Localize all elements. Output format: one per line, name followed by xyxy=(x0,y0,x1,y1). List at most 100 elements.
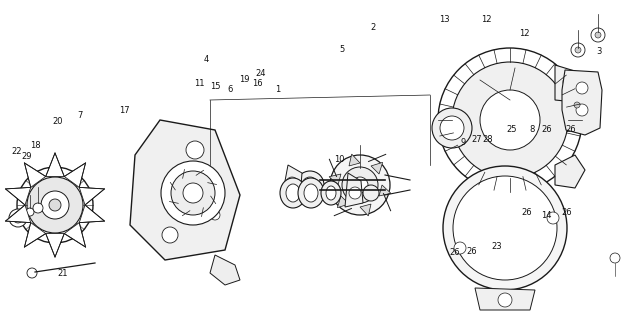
Text: 18: 18 xyxy=(29,141,41,150)
Circle shape xyxy=(575,47,581,53)
Ellipse shape xyxy=(298,178,324,208)
Text: 22: 22 xyxy=(11,148,21,156)
Text: 12: 12 xyxy=(519,29,529,38)
Wedge shape xyxy=(490,183,544,215)
Polygon shape xyxy=(24,223,46,247)
Circle shape xyxy=(183,183,203,203)
Text: 29: 29 xyxy=(21,152,31,161)
Polygon shape xyxy=(562,70,602,135)
Polygon shape xyxy=(79,188,104,205)
Text: 28: 28 xyxy=(482,135,494,144)
Polygon shape xyxy=(329,174,341,185)
Text: 26: 26 xyxy=(449,248,460,257)
Circle shape xyxy=(49,199,61,211)
Polygon shape xyxy=(360,204,371,216)
Polygon shape xyxy=(345,173,363,207)
Text: 6: 6 xyxy=(227,85,232,94)
Text: 15: 15 xyxy=(210,82,220,91)
Polygon shape xyxy=(79,205,104,223)
Wedge shape xyxy=(460,205,489,262)
Text: 4: 4 xyxy=(203,55,208,64)
Polygon shape xyxy=(371,162,383,174)
Polygon shape xyxy=(210,255,240,285)
Text: 26: 26 xyxy=(541,125,552,134)
Circle shape xyxy=(26,208,34,216)
Circle shape xyxy=(571,43,585,57)
Polygon shape xyxy=(282,165,302,197)
Circle shape xyxy=(563,75,577,89)
Circle shape xyxy=(576,82,588,94)
Wedge shape xyxy=(514,220,550,270)
Circle shape xyxy=(33,203,43,213)
Text: 1: 1 xyxy=(275,85,280,94)
Text: 27: 27 xyxy=(471,135,482,144)
Circle shape xyxy=(171,171,215,215)
Ellipse shape xyxy=(280,178,306,208)
Text: 26: 26 xyxy=(561,208,572,217)
Circle shape xyxy=(574,102,580,108)
Circle shape xyxy=(363,185,379,201)
Circle shape xyxy=(443,166,567,290)
Text: 26: 26 xyxy=(565,125,577,134)
Text: 19: 19 xyxy=(240,76,250,84)
Polygon shape xyxy=(64,163,85,188)
Polygon shape xyxy=(349,154,360,166)
Circle shape xyxy=(480,90,540,150)
Ellipse shape xyxy=(321,181,341,205)
Circle shape xyxy=(186,141,204,159)
Polygon shape xyxy=(46,234,64,257)
Polygon shape xyxy=(379,185,391,196)
Text: 26: 26 xyxy=(521,208,532,217)
Ellipse shape xyxy=(286,184,300,202)
Polygon shape xyxy=(6,188,31,205)
Circle shape xyxy=(547,212,559,224)
Circle shape xyxy=(432,108,472,148)
Circle shape xyxy=(591,28,605,42)
Circle shape xyxy=(595,32,601,38)
Text: 9: 9 xyxy=(461,138,466,147)
Circle shape xyxy=(498,293,512,307)
Text: 21: 21 xyxy=(57,269,67,278)
Circle shape xyxy=(454,242,466,254)
Text: 17: 17 xyxy=(119,106,130,115)
Text: 14: 14 xyxy=(542,212,552,220)
Text: 5: 5 xyxy=(339,45,344,54)
Circle shape xyxy=(453,176,557,280)
Text: 23: 23 xyxy=(491,242,502,251)
Circle shape xyxy=(438,48,582,192)
Polygon shape xyxy=(6,205,31,223)
Text: 25: 25 xyxy=(507,125,517,134)
Circle shape xyxy=(352,177,368,193)
Circle shape xyxy=(610,253,620,263)
Circle shape xyxy=(27,268,37,278)
Polygon shape xyxy=(130,120,240,260)
Circle shape xyxy=(41,191,69,219)
Circle shape xyxy=(452,62,568,178)
Circle shape xyxy=(210,210,220,220)
Text: 16: 16 xyxy=(252,79,263,88)
Circle shape xyxy=(330,155,390,215)
Polygon shape xyxy=(338,196,349,208)
Text: 10: 10 xyxy=(334,156,344,164)
Text: 2: 2 xyxy=(371,23,376,32)
Circle shape xyxy=(576,104,588,116)
Polygon shape xyxy=(555,65,585,102)
Ellipse shape xyxy=(326,186,336,200)
Text: 12: 12 xyxy=(482,15,492,24)
Text: 13: 13 xyxy=(439,15,450,24)
Polygon shape xyxy=(46,153,64,176)
Circle shape xyxy=(17,167,93,243)
Circle shape xyxy=(13,213,23,223)
Text: 20: 20 xyxy=(52,117,62,126)
Circle shape xyxy=(296,171,324,199)
Circle shape xyxy=(440,116,464,140)
Circle shape xyxy=(9,209,27,227)
Circle shape xyxy=(162,227,178,243)
Circle shape xyxy=(286,177,298,189)
Circle shape xyxy=(302,177,318,193)
Text: 7: 7 xyxy=(77,111,82,120)
Text: 8: 8 xyxy=(529,125,534,134)
Circle shape xyxy=(161,161,225,225)
Text: 3: 3 xyxy=(597,47,602,56)
Polygon shape xyxy=(24,163,46,188)
